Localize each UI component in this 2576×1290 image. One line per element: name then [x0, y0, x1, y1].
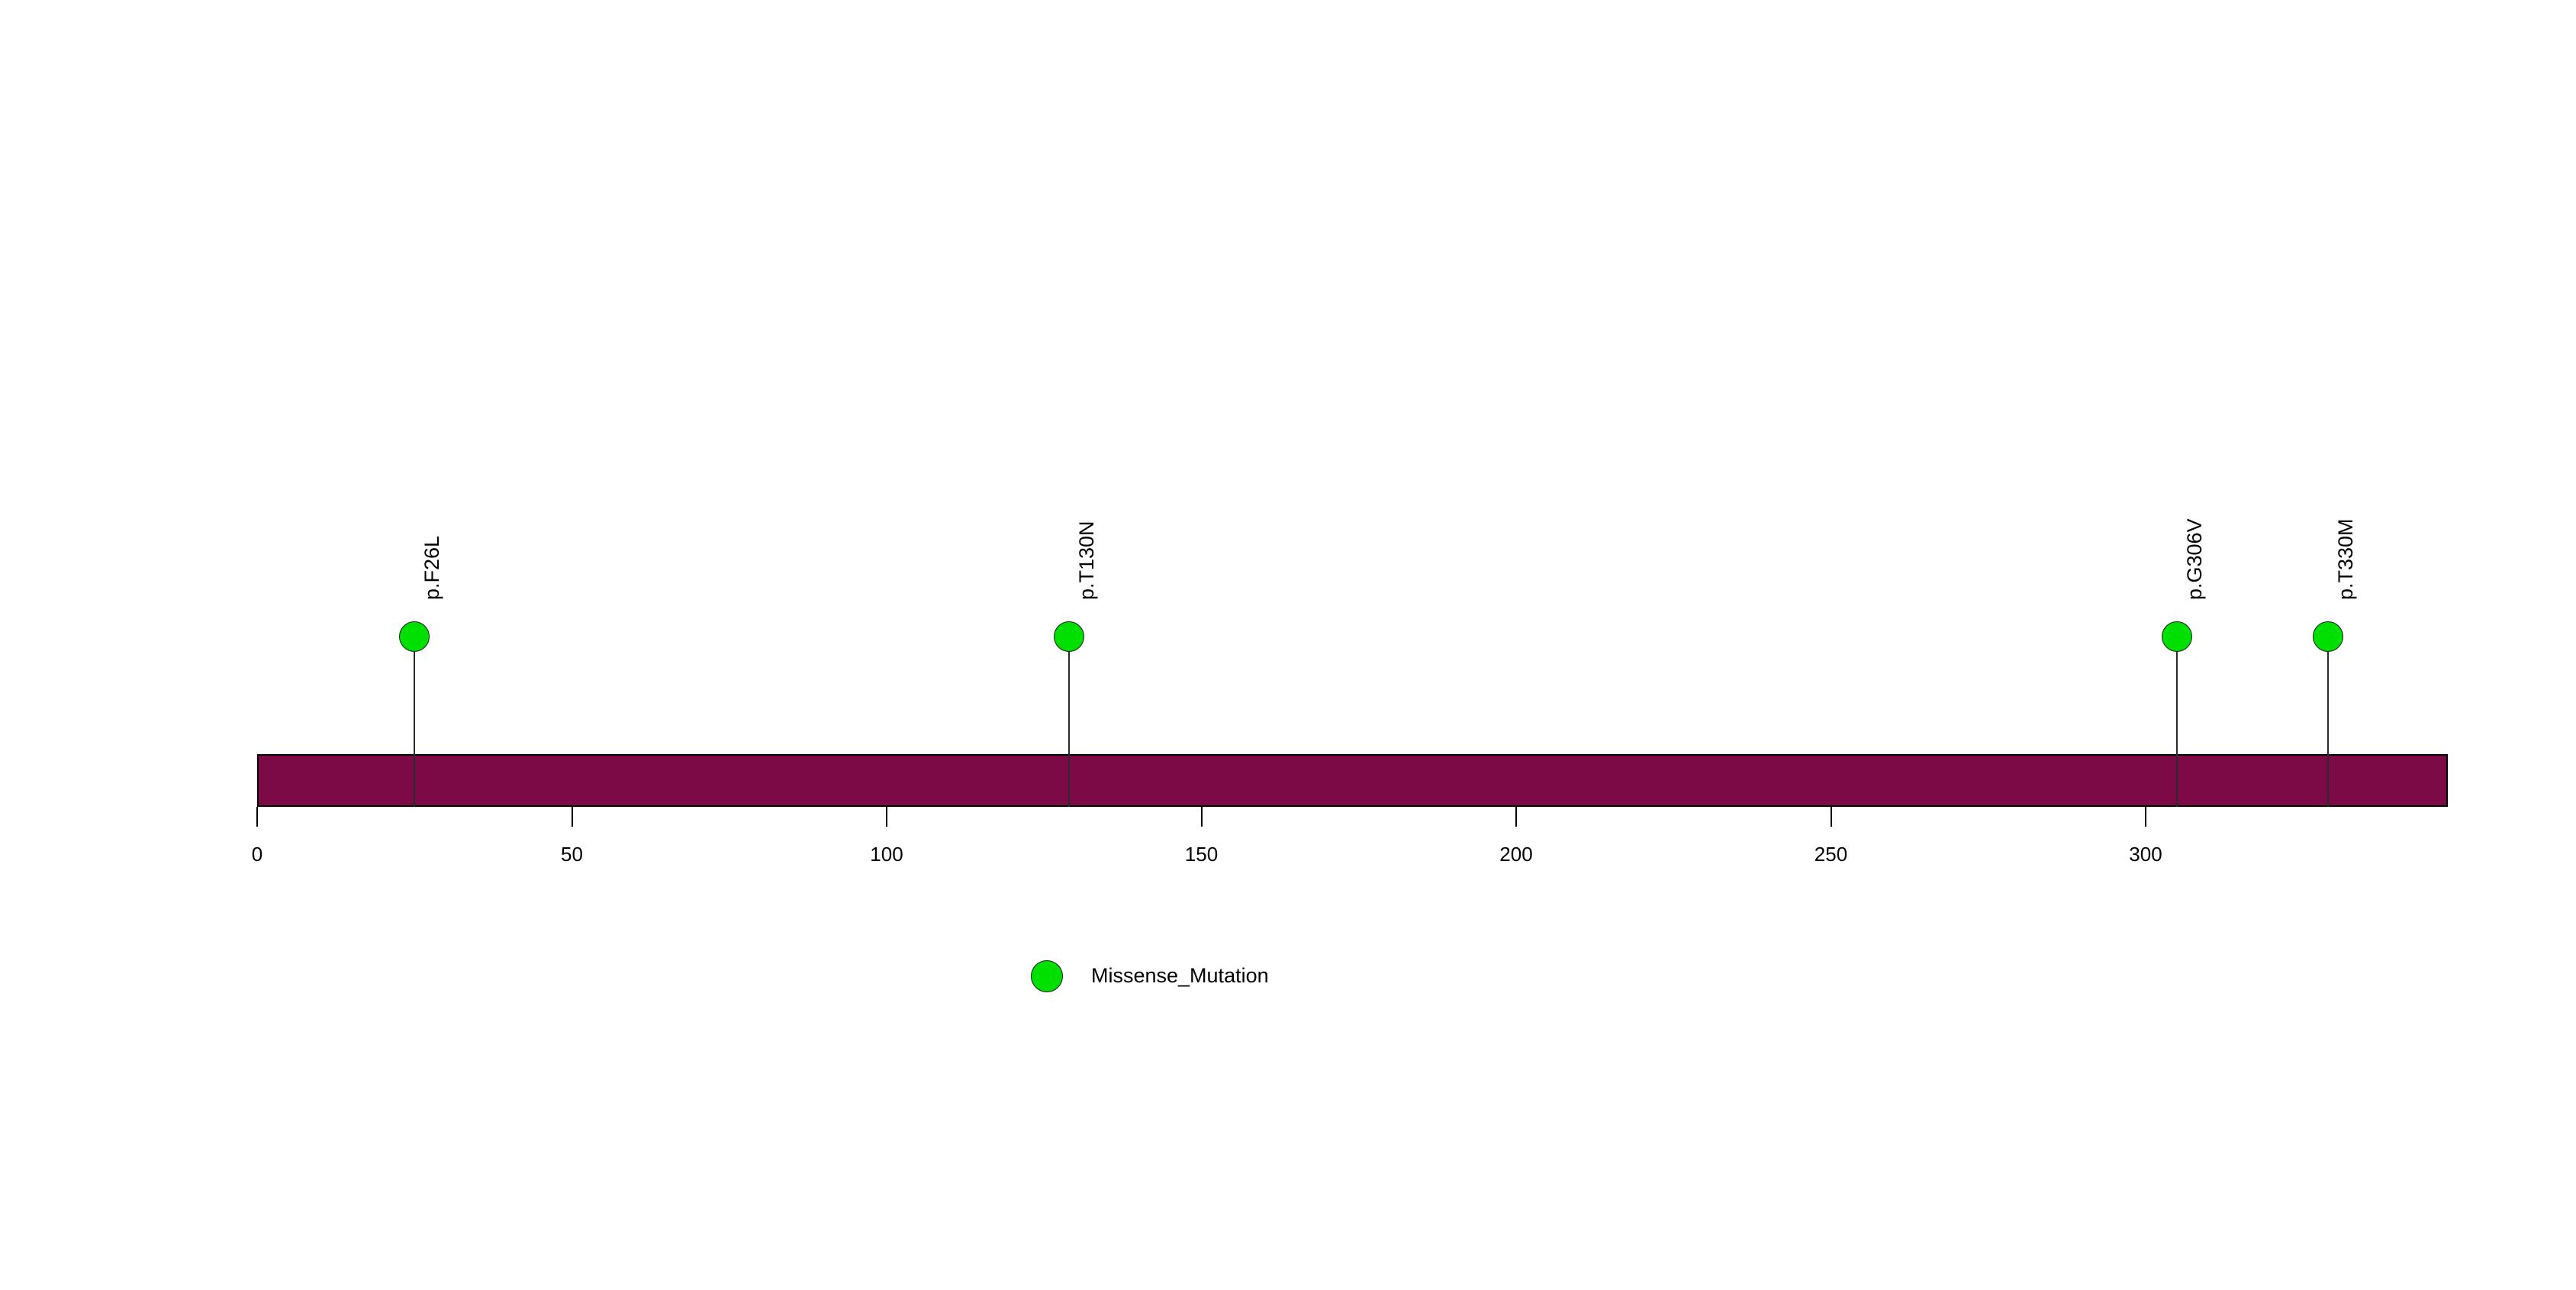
lollipop-label: p.T130N: [1075, 521, 1099, 600]
lollipop-label: p.T330M: [2334, 518, 2358, 600]
axis-tick-label: 300: [2129, 843, 2162, 866]
axis-tick-mark: [2145, 807, 2146, 827]
protein-backbone-bar[interactable]: [257, 754, 2448, 807]
axis-tick-mark: [571, 807, 573, 827]
lollipop-stem: [1068, 637, 1071, 807]
lollipop-stem: [2327, 637, 2330, 807]
axis-tick-mark: [1830, 807, 1832, 827]
axis-tick-label: 0: [251, 843, 263, 866]
axis-tick-label: 200: [1499, 843, 1533, 866]
legend-marker-icon[interactable]: [1031, 960, 1063, 992]
axis-tick-mark: [1515, 807, 1517, 827]
axis-tick-label: 100: [870, 843, 903, 866]
lollipop-marker[interactable]: [399, 621, 430, 652]
axis-tick-mark: [1200, 807, 1203, 827]
axis-tick-label: 150: [1184, 843, 1219, 866]
lollipop-stem: [2176, 637, 2178, 807]
legend-label: Missense_Mutation: [1091, 964, 1269, 987]
axis-tick-label: 250: [1814, 843, 1848, 866]
lollipop-marker[interactable]: [2313, 621, 2344, 652]
axis-tick-mark: [886, 807, 887, 827]
lollipop-stem: [414, 637, 416, 807]
axis-tick-mark: [256, 807, 258, 827]
lollipop-marker[interactable]: [1054, 621, 1085, 652]
lollipop-label: p.F26L: [420, 535, 444, 600]
lollipop-label: p.G306V: [2183, 518, 2207, 600]
lollipop-marker[interactable]: [2162, 621, 2193, 652]
axis-tick-label: 50: [561, 843, 583, 866]
